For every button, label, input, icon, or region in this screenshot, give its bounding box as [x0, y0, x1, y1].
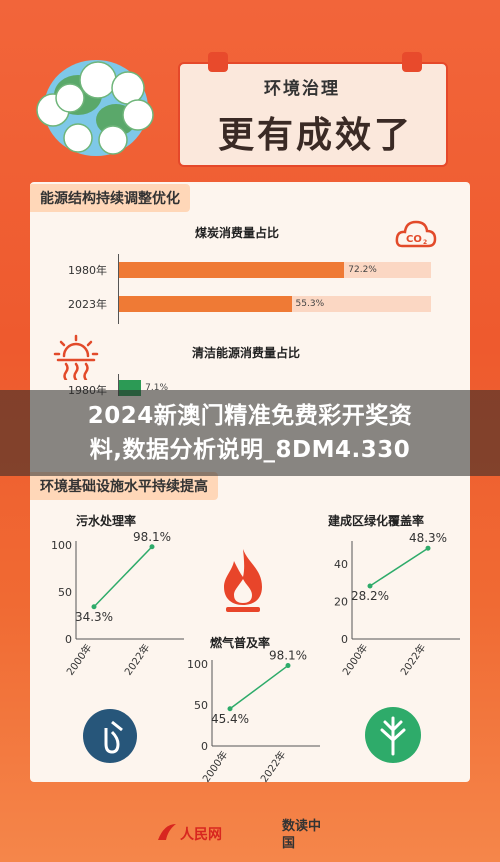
board-clip-left: [208, 52, 228, 72]
green-ytick: 20: [334, 595, 348, 608]
gas-line-chart: 0 50 100 45.4% 2000年 98.1% 2022年: [187, 649, 320, 785]
gas-data-label: 45.4%: [211, 712, 249, 726]
coal-bar-1980: [119, 262, 345, 278]
green-data-label: 48.3%: [409, 531, 447, 545]
gas-chart-title: 燃气普及率: [210, 636, 271, 650]
sewage-data-label: 98.1%: [133, 530, 171, 544]
title-big: 更有成效了: [218, 115, 414, 156]
content-panel: 能源结构持续调整优化 煤炭消费量占比 CO 2 1980年 2023年 72.2…: [30, 182, 470, 785]
clean-axis: [118, 374, 119, 396]
banner-line-2: 料,数据分析说明_8DM4.330: [89, 437, 411, 463]
gas-ytick: 100: [187, 658, 208, 671]
section-tag-energy: 能源结构持续调整优化: [30, 184, 190, 212]
globe-icon: [36, 60, 154, 156]
sewage-ytick: 0: [65, 633, 72, 646]
sewage-chart-title: 污水处理率: [76, 514, 137, 528]
coal-chart-title: 煤炭消费量占比: [195, 226, 280, 240]
co2-cloud-icon: CO 2: [395, 220, 437, 248]
people-daily-logo-icon: [158, 824, 176, 840]
coal-year-1980: 1980年: [68, 264, 107, 277]
green-ytick: 0: [341, 633, 348, 646]
coal-value-1980: 72.2%: [348, 265, 377, 275]
sewage-point: [149, 544, 155, 550]
gas-series-line: [229, 664, 289, 710]
sewage-ytick: 50: [58, 586, 72, 599]
sewage-ytick: 100: [51, 539, 72, 552]
sewage-point: [91, 604, 97, 610]
gas-ytick: 0: [201, 740, 208, 753]
section-tag-infrastructure: 环境基础设施水平持续提高: [30, 472, 218, 500]
svg-text:2: 2: [423, 239, 427, 246]
gas-xtick: 2000年: [199, 748, 230, 784]
green-xtick: 2022年: [397, 641, 428, 677]
gas-data-label: 98.1%: [269, 649, 307, 663]
gas-point: [285, 663, 291, 669]
coal-bar-2023: [119, 296, 292, 312]
sun-heat-icon: [53, 334, 99, 380]
green-point: [425, 545, 431, 551]
flame-icon: [224, 549, 262, 612]
banner-line-1: 2024新澳门精准免费彩开奖资: [87, 403, 413, 429]
green-series-line: [369, 547, 429, 587]
green-data-label: 28.2%: [351, 589, 389, 603]
headline-banner: 2024新澳门精准免费彩开奖资 料,数据分析说明_8DM4.330: [0, 390, 500, 476]
sewage-xtick: 2022年: [121, 641, 152, 677]
green-ytick: 40: [334, 558, 348, 571]
sewage-xtick: 2000年: [63, 641, 94, 677]
shudu-logo-text: 数读中国: [282, 819, 322, 851]
water-drop-icon: [83, 709, 137, 763]
footer-logos: 人民网 数读中国: [0, 800, 500, 860]
board-clip-right: [402, 52, 422, 72]
gas-point: [227, 706, 233, 712]
sewage-line-chart: 0 50 100 34.3% 2000年 98.1% 2022年: [51, 530, 184, 678]
green-line-chart: 0 20 40 28.2% 2000年 48.3% 2022年: [334, 531, 460, 678]
gas-ytick: 50: [194, 699, 208, 712]
title-small: 环境治理: [264, 79, 340, 99]
clean-value-1980: 7.1%: [145, 383, 169, 393]
sewage-series-line: [93, 546, 153, 608]
gas-xtick: 2022年: [257, 748, 288, 784]
coal-axis: [118, 254, 119, 324]
people-logo-text: 人民网: [180, 827, 222, 843]
clean-chart-title: 清洁能源消费量占比: [192, 346, 301, 360]
green-chart-title: 建成区绿化覆盖率: [328, 514, 425, 528]
coal-year-2023: 2023年: [68, 298, 107, 311]
green-xtick: 2000年: [339, 641, 370, 677]
green-point: [367, 583, 373, 589]
tree-icon: [365, 707, 421, 763]
coal-value-2023: 55.3%: [295, 299, 325, 309]
title-board: 环境治理 更有成效了: [178, 52, 448, 167]
svg-text:CO: CO: [406, 234, 422, 245]
sewage-data-label: 34.3%: [75, 610, 113, 624]
